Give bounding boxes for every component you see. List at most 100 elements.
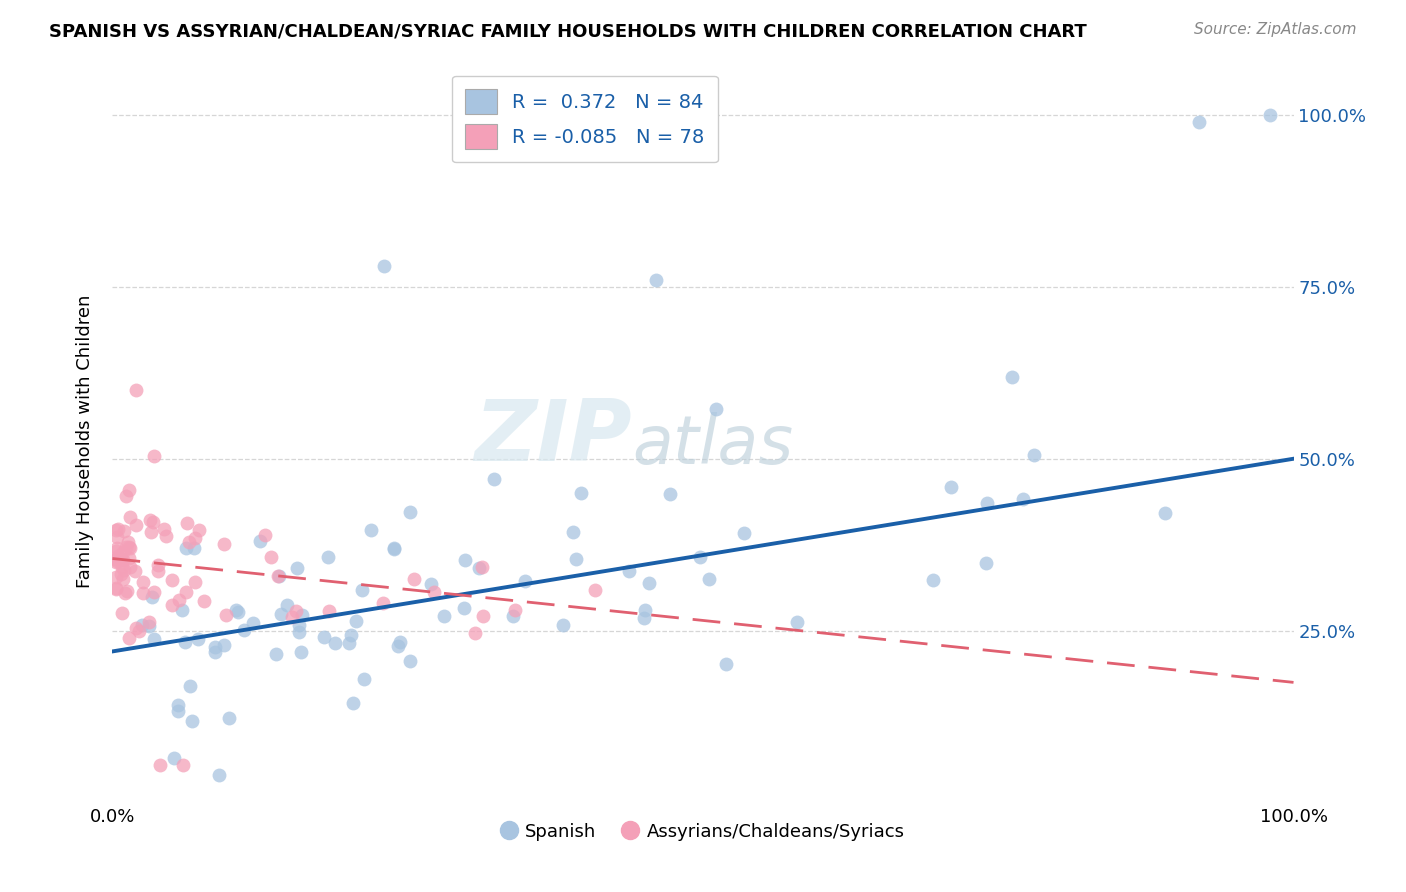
Text: Source: ZipAtlas.com: Source: ZipAtlas.com [1194,22,1357,37]
Point [155,529,177,543]
Point [583,583,606,598]
Point [160,573,183,587]
Point [323,636,346,650]
Point [502,608,524,623]
Point [142,632,165,646]
Point [264,647,287,661]
Point [399,505,422,519]
Point [288,618,311,632]
Point [382,541,405,556]
Point [183,541,205,556]
Point [225,603,247,617]
Point [105,551,128,566]
Point [562,525,585,540]
Point [569,486,592,500]
Point [139,525,162,540]
Point [464,626,486,640]
Point [138,615,160,630]
Point [484,472,506,486]
Point [174,584,197,599]
Point [387,639,409,653]
Point [399,654,422,668]
Point [281,610,304,624]
Point [941,480,963,494]
Y-axis label: Family Households with Children: Family Households with Children [76,295,94,588]
Point [1153,506,1175,520]
Point [471,609,494,624]
Point [125,517,148,532]
Point [208,768,231,782]
Point [344,614,367,628]
Point [285,561,308,575]
Point [689,550,711,565]
Point [215,607,238,622]
Point [503,603,526,617]
Point [266,569,288,583]
Point [212,536,235,550]
Point [118,483,141,497]
Point [226,605,249,619]
Point [659,486,682,500]
Point [634,603,657,617]
Point [342,696,364,710]
Point [148,564,170,578]
Point [340,628,363,642]
Point [276,599,298,613]
Point [433,609,456,624]
Point [467,561,489,575]
Point [254,527,277,541]
Point [112,563,135,577]
Point [1258,108,1281,122]
Point [360,523,382,537]
Text: SPANISH VS ASSYRIAN/CHALDEAN/SYRIAC FAMILY HOUSEHOLDS WITH CHILDREN CORRELATION : SPANISH VS ASSYRIAN/CHALDEAN/SYRIAC FAMI… [49,22,1087,40]
Point [107,549,129,563]
Point [132,574,155,589]
Point [193,594,215,608]
Point [204,640,226,655]
Point [177,534,200,549]
Point [115,489,138,503]
Point [212,638,235,652]
Point [142,449,165,463]
Point [110,566,132,581]
Point [120,559,142,574]
Point [291,608,314,623]
Point [644,273,666,287]
Point [786,615,808,629]
Point [267,569,290,583]
Point [152,522,174,536]
Point [105,554,128,568]
Point [704,401,727,416]
Point [388,635,411,649]
Point [111,606,134,620]
Point [132,586,155,600]
Point [172,603,194,617]
Point [118,550,141,565]
Point [976,556,998,570]
Point [138,619,160,633]
Point [124,565,146,579]
Point [105,581,128,595]
Text: atlas: atlas [633,412,793,478]
Point [180,714,202,729]
Point [352,582,374,597]
Point [290,645,312,659]
Point [118,540,141,554]
Point [373,596,395,610]
Point [141,591,163,605]
Point [733,526,755,541]
Point [110,552,132,566]
Point [118,541,141,555]
Point [105,523,128,537]
Point [318,550,340,565]
Point [172,758,194,772]
Point [204,645,226,659]
Point [619,565,641,579]
Point [249,533,271,548]
Point [105,544,128,558]
Point [1001,369,1024,384]
Point [318,604,340,618]
Point [111,560,134,574]
Point [174,541,197,555]
Point [1022,448,1045,462]
